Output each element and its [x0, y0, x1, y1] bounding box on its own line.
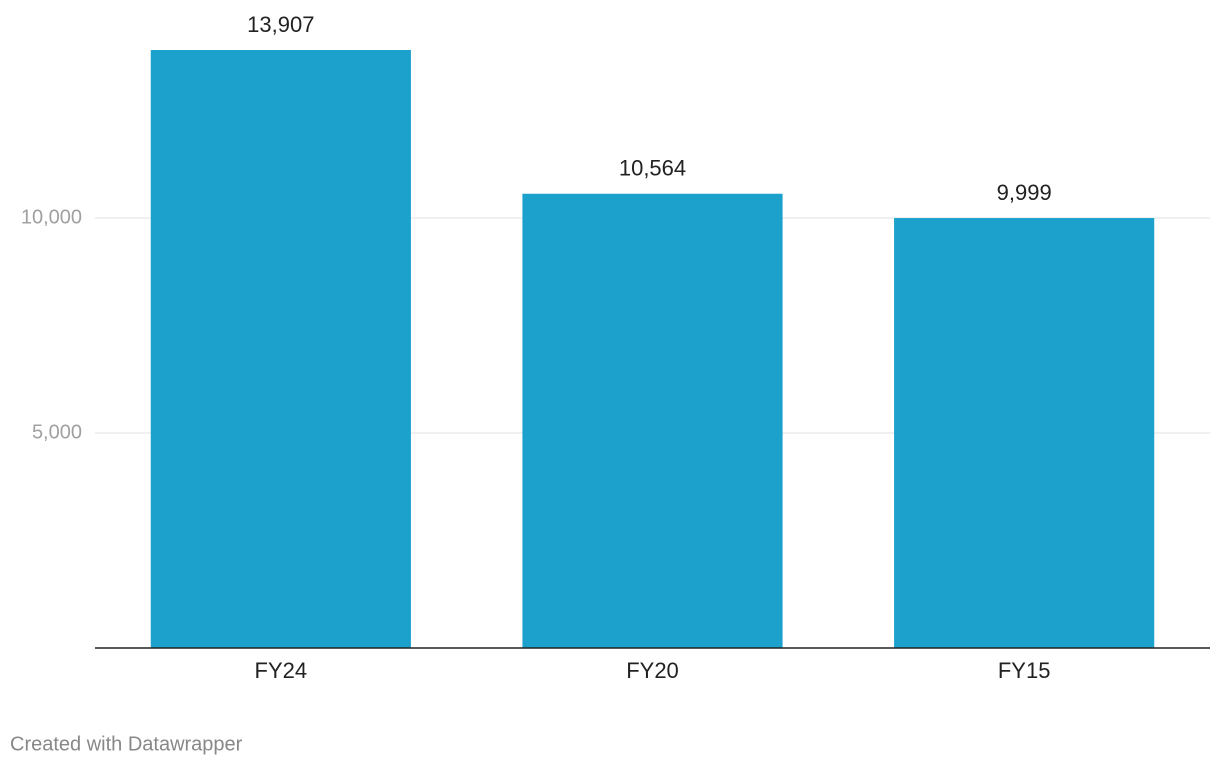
x-tick-label: FY15: [998, 658, 1051, 683]
value-label: 9,999: [997, 180, 1052, 205]
y-tick-label: 5,000: [32, 421, 82, 443]
value-label: 13,907: [247, 12, 314, 37]
credit: Created with Datawrapper: [10, 733, 243, 755]
value-label: 10,564: [619, 156, 686, 181]
x-tick-label: FY24: [255, 658, 308, 683]
x-tick-label: FY20: [626, 658, 679, 683]
y-tick-label: 10,000: [21, 206, 82, 228]
bar: [150, 49, 411, 648]
bar: [894, 218, 1155, 648]
bar: [522, 193, 783, 649]
